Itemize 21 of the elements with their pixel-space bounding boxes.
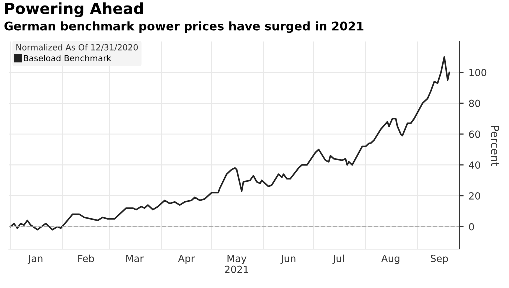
chart-title: Powering Ahead [5,2,144,18]
x-tick-label: Sep [431,255,448,264]
y-tick-label: 40 [469,162,480,169]
x-tick-label: Mar [126,255,144,262]
legend-title: Normalized As Of 12/31/2020 [16,44,138,52]
y-tick-label: 80 [469,100,480,108]
chart-subtitle: German benchmark power prices have surged in 2021 [4,22,364,34]
x-tick-label: Jun [280,255,296,264]
y-tick-label: 60 [469,130,480,138]
x-tick-label: May 2021 [225,255,248,274]
y-tick-label: 20 [469,192,480,200]
y-tick-label: 100 [470,69,487,76]
line-series [10,56,450,231]
y-tick-label: 0 [469,223,474,231]
x-tick-label: Jan [28,255,43,264]
x-tick-label: Apr [178,255,196,264]
x-tick-label: Feb [78,254,94,262]
x-tick-label: Jul [332,254,344,264]
x-tick-label: Aug [382,255,400,264]
y-axis-title: Percent [491,126,500,167]
legend-label: Baseload Benchmark [24,55,112,62]
